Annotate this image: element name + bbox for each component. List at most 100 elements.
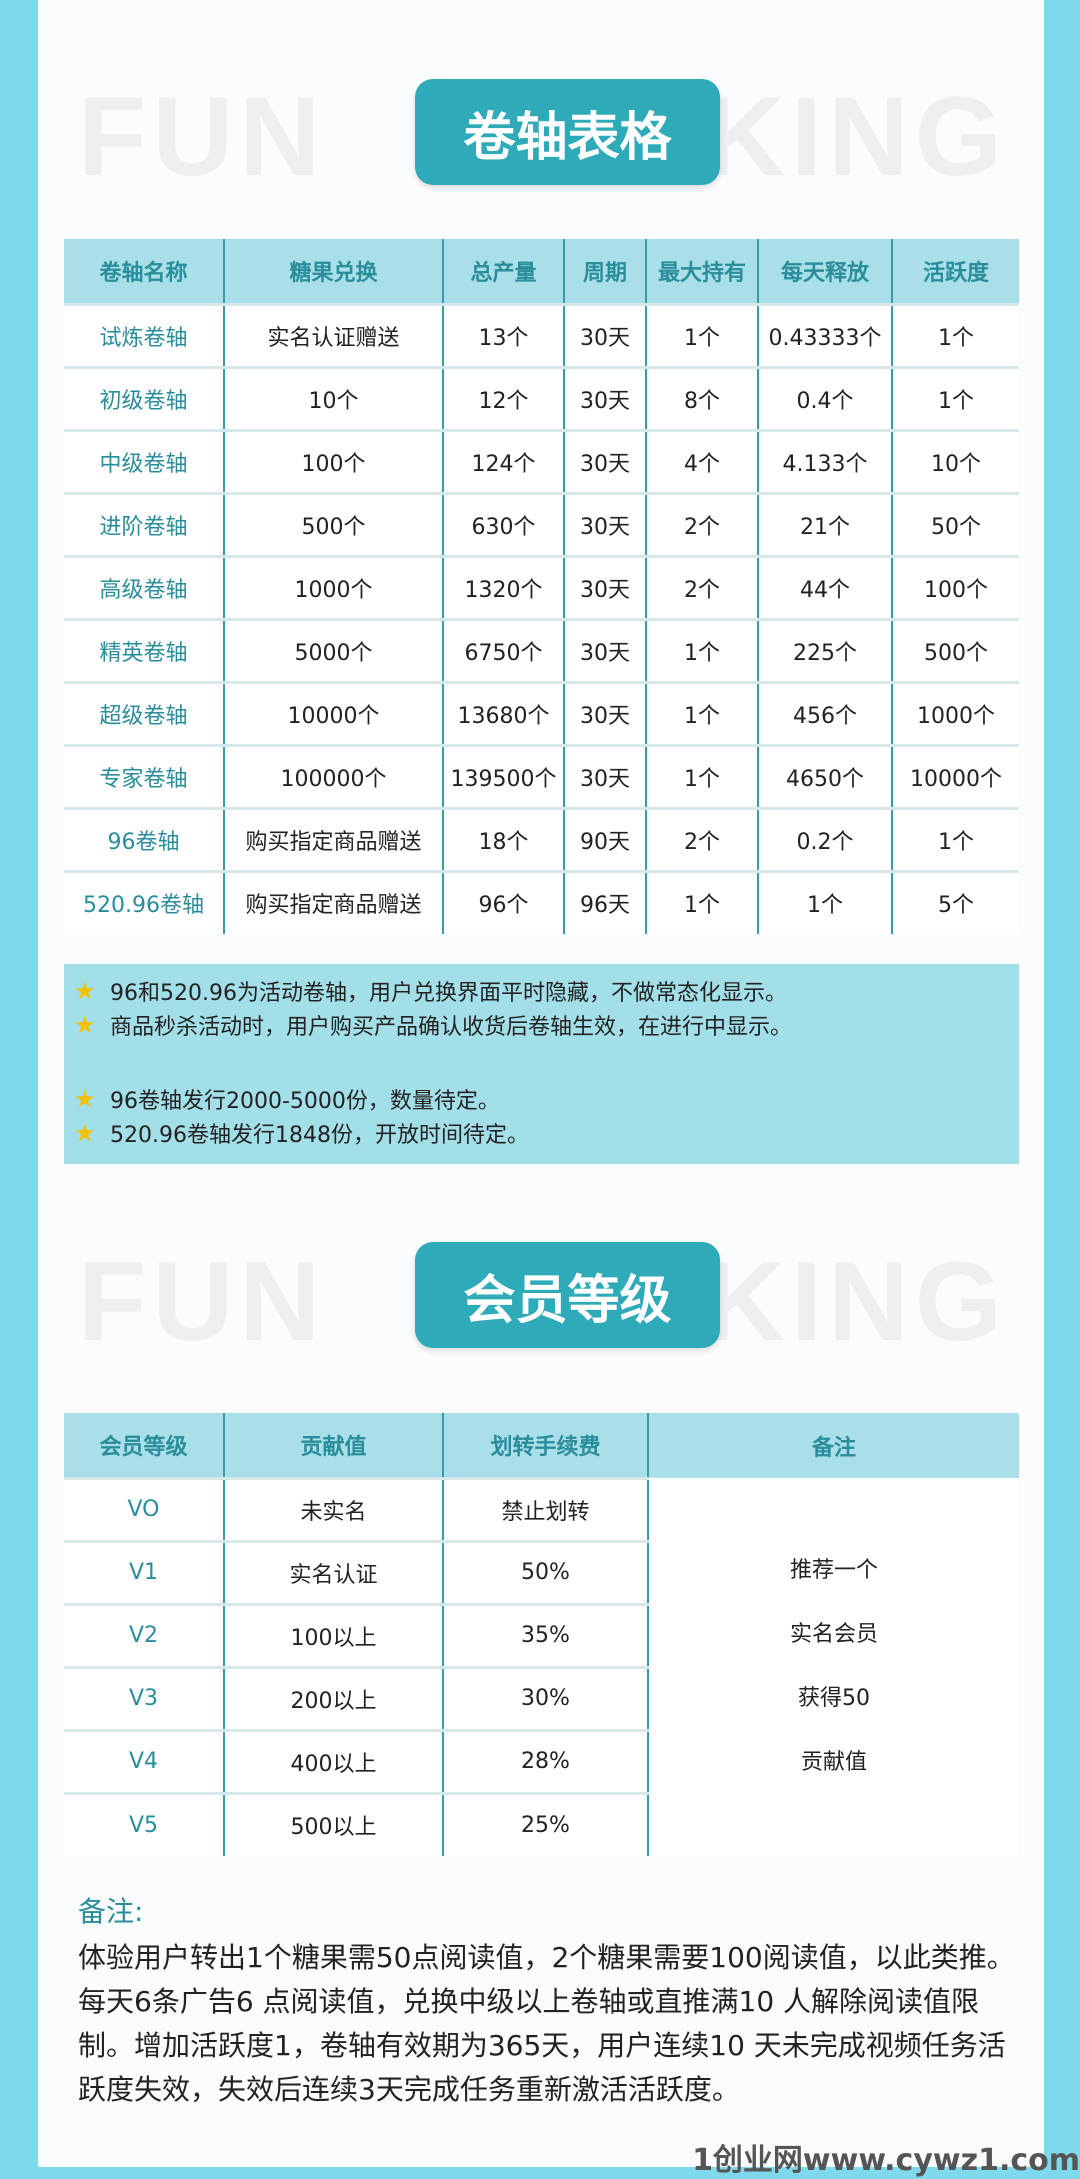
- table-cell: 500个: [891, 617, 1019, 682]
- table-row: 96卷轴 购买指定商品赠送 18个 90天 2个 0.2个 1个: [64, 806, 1019, 871]
- table-cell: 10000个: [223, 680, 443, 745]
- table-row: VO 未实名 禁止划转 推荐一个 实名会员 获得50 贡献值: [64, 1476, 1019, 1856]
- member-level-table: 会员等级 贡献值 划转手续费 备注 VO 未实名 禁止划转 推荐一个 实名会员 获得50 贡献值 V1…: [64, 1413, 1019, 1856]
- column-header: 卷轴名称: [64, 239, 224, 304]
- table-cell: 1个: [757, 869, 892, 934]
- table-cell: 2个: [645, 491, 758, 556]
- table-cell: 35%: [442, 1602, 648, 1667]
- table-cell: 13680个: [442, 680, 564, 745]
- notes-box: ★ 96和520.96为活动卷轴，用户兑换界面平时隐藏，不做常态化显示。 ★ 商品秒杀…: [64, 964, 1019, 1164]
- table-cell: 96卷轴: [64, 806, 224, 871]
- table-cell: 5个: [891, 869, 1019, 934]
- table-cell: 30天: [563, 365, 646, 430]
- table-cell: V4: [64, 1728, 224, 1793]
- table-cell: 4650个: [757, 743, 892, 808]
- table-cell: 30天: [563, 617, 646, 682]
- table-cell: 630个: [442, 491, 564, 556]
- table-cell: 1个: [645, 869, 758, 934]
- column-header: 活跃度: [891, 239, 1019, 304]
- table-cell: 90天: [563, 806, 646, 871]
- table-row: 520.96卷轴 购买指定商品赠送 96个 96天 1个 1个 5个: [64, 869, 1019, 934]
- table-cell: 139500个: [442, 743, 564, 808]
- table-row: V3 200以上 30%: [64, 1665, 1019, 1730]
- remark-cell: 推荐一个实名会员获得50 贡献值: [647, 1478, 1019, 1856]
- column-header: 划转手续费: [442, 1413, 648, 1478]
- table-cell: 1320个: [442, 554, 564, 619]
- table-cell: 试炼卷轴: [64, 302, 224, 367]
- table-cell: 30%: [442, 1665, 648, 1730]
- table-cell: 30天: [563, 680, 646, 745]
- table-cell: 超级卷轴: [64, 680, 224, 745]
- table-cell: 实名认证: [223, 1539, 443, 1604]
- table-cell: 13个: [442, 302, 564, 367]
- star-icon: ★: [74, 1011, 96, 1039]
- remark-line: 获得50: [798, 1686, 870, 1711]
- note-text: 96和520.96为活动卷轴，用户兑换界面平时隐藏，不做常态化显示。: [110, 981, 787, 1006]
- table-cell: 精英卷轴: [64, 617, 224, 682]
- table-cell: 1个: [645, 302, 758, 367]
- table-cell: 1个: [891, 806, 1019, 871]
- table-cell: 10000个: [891, 743, 1019, 808]
- remark-line: 实名会员: [789, 1622, 878, 1647]
- table-cell: 25%: [442, 1791, 648, 1856]
- table-row: 超级卷轴 10000个 13680个 30天 1个 456个 1000个: [64, 680, 1019, 745]
- star-icon: ★: [74, 1119, 96, 1147]
- table-cell: 初级卷轴: [64, 365, 224, 430]
- table-cell: 30天: [563, 554, 646, 619]
- column-header: 总产量: [442, 239, 564, 304]
- table-cell: V1: [64, 1539, 224, 1604]
- table-cell: 28%: [442, 1728, 648, 1793]
- table-cell: 44个: [757, 554, 892, 619]
- table-row: V1 实名认证 50%: [64, 1539, 1019, 1604]
- table-cell: 6750个: [442, 617, 564, 682]
- table-row: 中级卷轴 100个 124个 30天 4个 4.133个 10个: [64, 428, 1019, 493]
- table-cell: 96天: [563, 869, 646, 934]
- table-cell: 30天: [563, 428, 646, 493]
- note-text: 96卷轴发行2000-5000份，数量待定。: [110, 1089, 500, 1114]
- table-cell: 中级卷轴: [64, 428, 224, 493]
- table-cell: 30天: [563, 302, 646, 367]
- table-cell: 10个: [891, 428, 1019, 493]
- table-cell: 1个: [645, 743, 758, 808]
- remark-line: 贡献值: [800, 1750, 867, 1775]
- table-cell: 10个: [223, 365, 443, 430]
- table-cell: 1000个: [223, 554, 443, 619]
- table-cell: 12个: [442, 365, 564, 430]
- table-cell: 1个: [891, 302, 1019, 367]
- column-header: 备注: [647, 1413, 1019, 1478]
- table-cell: 200以上: [223, 1665, 443, 1730]
- table-row: 初级卷轴 10个 12个 30天 8个 0.4个 1个: [64, 365, 1019, 430]
- table-row: 专家卷轴 100000个 139500个 30天 1个 4650个 10000个: [64, 743, 1019, 808]
- table-cell: 21个: [757, 491, 892, 556]
- table-cell: 高级卷轴: [64, 554, 224, 619]
- table-cell: 0.43333个: [757, 302, 892, 367]
- table-cell: 4个: [645, 428, 758, 493]
- note-item: ★ 商品秒杀活动时，用户购买产品确认收货后卷轴生效，在进行中显示。: [74, 1008, 1019, 1042]
- scroll-table: 卷轴名称 糖果兑换 总产量 周期 最大持有 每天释放 活跃度 试炼卷轴 实名认证赠送 13个 30天…: [64, 239, 1019, 934]
- table-cell: 禁止划转: [442, 1476, 648, 1541]
- table-cell: 18个: [442, 806, 564, 871]
- table-cell: 购买指定商品赠送: [223, 869, 443, 934]
- table-cell: 2个: [645, 806, 758, 871]
- table-cell: 96个: [442, 869, 564, 934]
- star-icon: ★: [74, 1085, 96, 1113]
- column-header: 最大持有: [645, 239, 758, 304]
- site-watermark: 1创业网www.cywz1.com: [692, 2143, 1080, 2178]
- table-cell: 500个: [223, 491, 443, 556]
- column-header: 贡献值: [223, 1413, 443, 1478]
- remark-line: 推荐一个: [789, 1558, 878, 1583]
- remarks-text: 体验用户转出1个糖果需50点阅读值，2个糖果需要100阅读值，以此类推。每天6条…: [78, 1941, 1015, 2106]
- star-icon: ★: [74, 977, 96, 1005]
- note-item: ★ 96和520.96为活动卷轴，用户兑换界面平时隐藏，不做常态化显示。: [74, 974, 1019, 1008]
- table-cell: 500以上: [223, 1791, 443, 1856]
- table-cell: 2个: [645, 554, 758, 619]
- table-row: V5 500以上 25%: [64, 1791, 1019, 1856]
- table-cell: 1个: [891, 365, 1019, 430]
- table-cell: 专家卷轴: [64, 743, 224, 808]
- table-cell: 124个: [442, 428, 564, 493]
- table-cell: 8个: [645, 365, 758, 430]
- note-text: 商品秒杀活动时，用户购买产品确认收货后卷轴生效，在进行中显示。: [110, 1015, 793, 1040]
- column-header: 会员等级: [64, 1413, 224, 1478]
- table-cell: 0.2个: [757, 806, 892, 871]
- section-title: 会员等级: [415, 1242, 720, 1348]
